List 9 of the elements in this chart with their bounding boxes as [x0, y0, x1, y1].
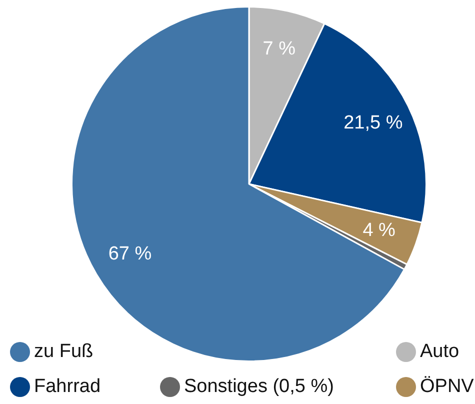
legend-label: Fahrrad	[34, 376, 101, 398]
legend-label: Auto	[420, 341, 460, 363]
data-label: 4 %	[362, 220, 396, 242]
data-label: 21,5 %	[344, 112, 403, 134]
data-label: 7 %	[262, 38, 296, 60]
legend-label: ÖPNV	[420, 376, 474, 398]
legend-label: zu Fuß	[34, 341, 94, 363]
data-label: 67 %	[108, 244, 152, 265]
legend-label: Sonstiges (0,5 %)	[184, 376, 334, 398]
